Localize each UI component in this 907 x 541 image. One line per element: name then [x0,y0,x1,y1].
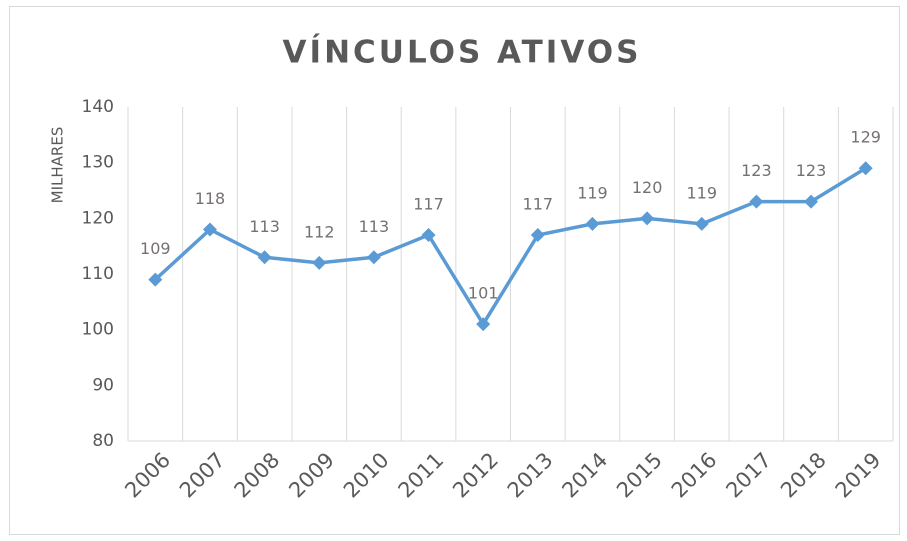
marker [530,228,545,243]
data-label: 117 [413,195,444,214]
data-label: 118 [195,189,226,208]
marker [585,216,600,231]
marker [148,272,163,287]
y-tick-label: 120 [82,208,114,228]
marker [476,317,491,332]
data-label: 129 [850,128,881,147]
marker [257,250,272,265]
marker [421,228,436,243]
data-label: 113 [249,217,280,236]
data-label: 109 [140,239,171,258]
data-label: 123 [741,161,772,180]
y-tick-label: 90 [92,375,114,395]
data-label: 117 [523,195,554,214]
data-label: 120 [632,178,663,197]
marker [640,211,655,226]
y-tick-label: 130 [82,153,114,173]
y-tick-label: 100 [82,320,114,340]
y-tick-label: 80 [92,431,114,451]
marker [804,194,819,209]
data-label: 119 [577,183,608,202]
y-tick-label: 110 [82,264,114,284]
y-tick-label: 140 [82,97,114,117]
chart-title: VÍNCULOS ATIVOS [283,35,642,71]
data-label: 119 [686,183,717,202]
marker [202,222,217,237]
data-label: 123 [796,161,827,180]
marker [749,194,764,209]
data-label: 112 [304,222,335,241]
chart-border [9,6,900,535]
data-label: 113 [359,217,390,236]
marker [366,250,381,265]
marker [858,161,873,176]
marker [694,216,709,231]
data-label: 101 [468,284,499,303]
y-axis-label: MILHARES [49,127,67,204]
marker [312,255,327,270]
line [154,166,867,328]
